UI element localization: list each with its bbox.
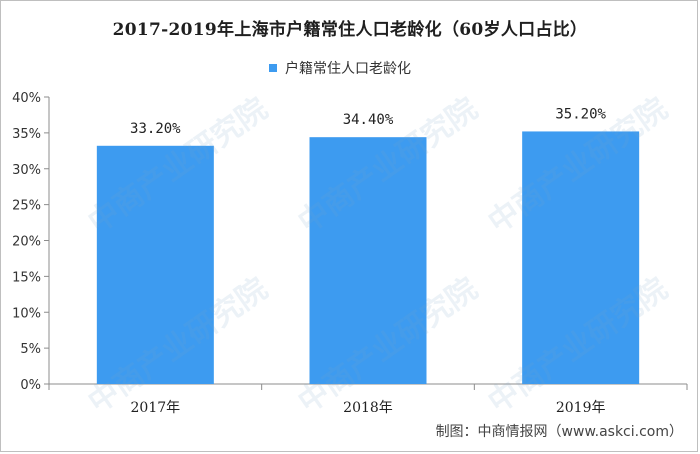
y-tick-label: 10% <box>12 306 41 321</box>
y-tick-label: 20% <box>12 235 41 250</box>
legend: 户籍常住人口老龄化 <box>269 58 411 78</box>
bar <box>309 137 427 384</box>
x-tick-label: 2018年 <box>343 400 393 416</box>
bar <box>522 131 640 384</box>
legend-swatch <box>269 64 277 72</box>
y-tick-label: 0% <box>20 378 41 393</box>
y-tick-label: 25% <box>12 199 41 214</box>
bar <box>96 145 214 384</box>
data-label: 33.20% <box>130 121 181 137</box>
chart-title: 2017-2019年上海市户籍常住人口老龄化（60岁人口占比） <box>112 20 588 40</box>
legend-label: 户籍常住人口老龄化 <box>285 61 411 77</box>
footer-credit: 制图：中商情报网（www.askci.com） <box>435 424 683 440</box>
y-tick-label: 40% <box>12 91 41 106</box>
data-label: 35.20% <box>555 106 606 122</box>
y-tick-label: 35% <box>12 127 41 142</box>
y-tick-label: 5% <box>20 342 41 357</box>
x-tick-label: 2019年 <box>556 400 606 416</box>
x-tick-label: 2017年 <box>131 400 181 416</box>
y-tick-label: 15% <box>12 270 41 285</box>
data-label: 34.40% <box>343 112 394 128</box>
y-tick-label: 30% <box>12 163 41 178</box>
